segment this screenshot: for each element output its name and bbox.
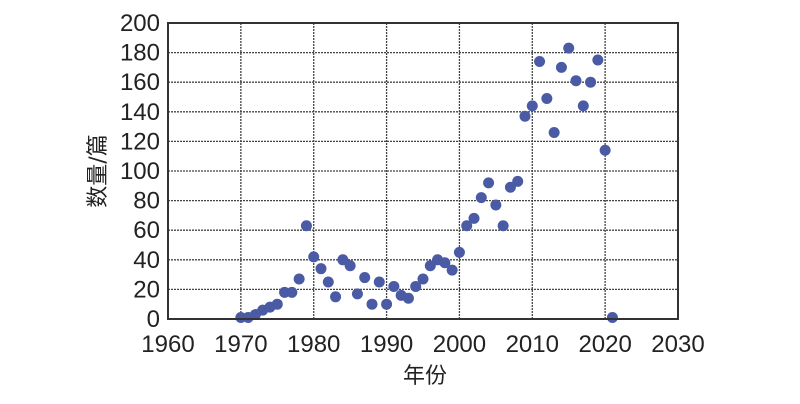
data-point [461, 220, 473, 232]
data-point [308, 251, 320, 263]
x-tick-label: 1990 [360, 331, 413, 358]
x-tick-label: 2000 [433, 331, 486, 358]
data-point [599, 144, 611, 156]
data-point [322, 276, 334, 288]
data-point [468, 212, 480, 224]
data-point [388, 280, 400, 292]
data-point [446, 264, 458, 276]
x-tick-label: 2010 [506, 331, 559, 358]
y-tick-label: 0 [147, 306, 160, 333]
y-tick-label: 120 [120, 128, 160, 155]
data-points [235, 42, 618, 324]
x-tick-labels: 1960 1970 1980 1990 2000 2010 2020 2030 [141, 331, 704, 358]
data-point [526, 100, 538, 112]
data-point [519, 110, 531, 122]
y-tick-label: 100 [120, 158, 160, 185]
x-tick-label: 2020 [578, 331, 631, 358]
x-axis-label: 年份 [403, 364, 447, 389]
data-point [475, 192, 487, 204]
data-point [541, 92, 553, 104]
y-tick-label: 80 [133, 188, 160, 215]
x-tick-label: 2030 [651, 331, 704, 358]
data-point [417, 273, 429, 285]
data-point [483, 177, 495, 189]
data-point [381, 298, 393, 310]
plot-frame [167, 22, 679, 320]
data-point [315, 263, 327, 275]
data-point [293, 273, 305, 285]
data-point [344, 260, 356, 272]
data-point [606, 312, 618, 324]
x-tick-label: 1980 [287, 331, 340, 358]
data-point [351, 288, 363, 300]
data-point [563, 42, 575, 54]
data-point [497, 220, 509, 232]
data-point [366, 298, 378, 310]
data-point [534, 55, 546, 67]
y-axis-label: 数量/篇 [86, 134, 111, 207]
y-tick-label: 200 [120, 10, 160, 37]
data-point [570, 75, 582, 87]
y-tick-label: 40 [133, 247, 160, 274]
data-point [359, 272, 371, 284]
data-point [512, 175, 524, 187]
y-tick-label: 60 [133, 217, 160, 244]
data-point [337, 254, 349, 266]
y-tick-label: 180 [120, 40, 160, 67]
data-point [271, 298, 283, 310]
y-tick-label: 20 [133, 276, 160, 303]
data-point [585, 76, 597, 88]
data-point [410, 280, 422, 292]
data-point [504, 181, 516, 193]
data-point [490, 199, 502, 211]
data-point [286, 286, 298, 298]
x-tick-label: 1970 [214, 331, 267, 358]
y-tick-label: 140 [120, 99, 160, 126]
data-point [555, 61, 567, 73]
y-tick-label: 160 [120, 69, 160, 96]
data-point [439, 257, 451, 269]
data-point [424, 260, 436, 272]
data-point [548, 127, 560, 139]
data-point [577, 100, 589, 112]
data-point [330, 291, 342, 303]
data-point [300, 220, 312, 232]
x-tick-label: 1960 [141, 331, 194, 358]
data-point [592, 54, 604, 66]
data-point [373, 276, 385, 288]
data-point [453, 246, 465, 258]
data-point [402, 292, 414, 304]
